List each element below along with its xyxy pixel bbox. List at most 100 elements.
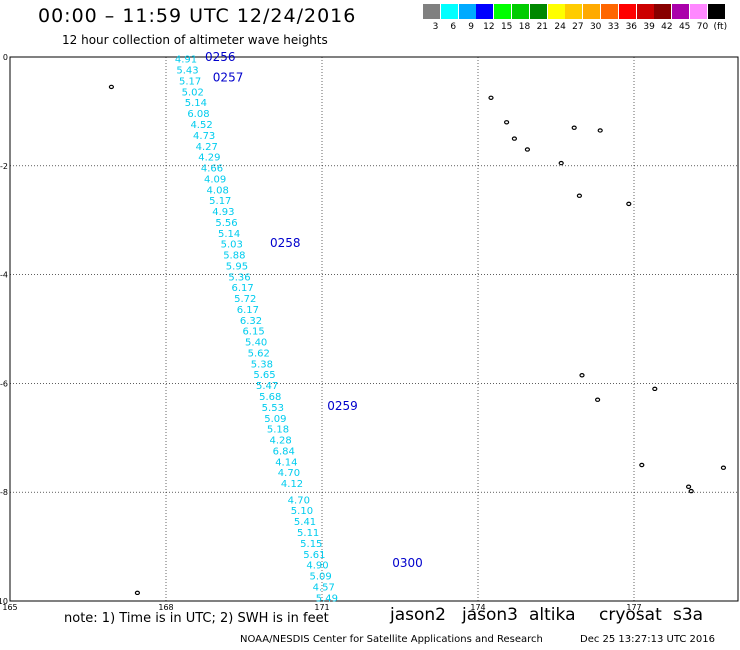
generation-timestamp: Dec 25 13:27:13 UTC 2016 [580,634,715,645]
island-outline [597,128,603,133]
scale-swatch [654,4,672,19]
scale-label: 27 [572,22,584,32]
island-outline [108,84,115,90]
map-subtitle: 12 hour collection of altimeter wave hei… [62,33,328,47]
scale-swatch [476,4,494,19]
island-outline [504,120,510,125]
scale-swatch [601,4,618,19]
wave-height-label: 4.93 [212,207,234,218]
island-outline [579,373,585,378]
wave-height-label: 5.02 [182,87,204,98]
lon-tick-label: 177 [626,603,641,612]
wave-height-label: 6.17 [237,305,259,316]
scale-label: 36 [625,22,638,32]
wave-height-label: 4.70 [288,495,310,506]
pass-time-label: 0259 [327,399,358,413]
island-outline [720,465,727,470]
wave-height-label: 4.66 [201,164,223,175]
scale-label: 42 [661,22,673,32]
island-outline [134,590,140,596]
wave-height-label: 4.90 [306,561,328,572]
map-title: 00:00 – 11:59 UTC 12/24/2016 [38,5,357,27]
scale-swatch [458,4,476,19]
pass-time-label: 0258 [270,236,301,250]
wave-height-label: 5.15 [300,539,322,550]
wave-height-label: 5.72 [234,294,256,305]
wave-height-label: 5.11 [297,528,319,539]
scale-label: 45 [678,22,691,32]
wave-height-label: 4.09 [204,174,226,185]
scale-swatch [565,4,583,19]
island-outline [626,201,632,207]
lat-tick-label: -8 [0,488,8,497]
scale-swatch [494,4,512,19]
wave-height-label: 6.08 [187,109,209,120]
scale-label: 33 [607,22,620,32]
island-outline [488,95,494,101]
scale-swatch [547,4,565,19]
scale-label: 6 [450,22,457,32]
wave-height-label: 5.40 [245,338,267,349]
lon-tick-label: 168 [158,603,173,612]
scale-label: 21 [536,22,549,32]
wave-height-label: 4.28 [269,436,291,447]
wave-height-label: 5.41 [294,517,316,528]
wave-height-label: 6.32 [240,316,262,327]
wave-height-label: 5.14 [185,98,207,109]
wave-height-label: 5.36 [228,272,250,283]
scale-label: 39 [643,22,655,32]
wave-height-label: 5.10 [291,506,313,517]
scale-swatch [690,4,707,19]
scale-swatch [529,4,547,19]
island-outline [688,488,694,494]
wave-height-label: 4.29 [198,153,220,164]
wave-height-label: 5.09 [264,414,286,425]
island-outline [571,125,577,130]
scale-label: 30 [589,22,602,32]
scale-label: 15 [500,22,513,32]
pass-time-label: 0256 [205,50,236,64]
scale-label: 12 [483,22,495,32]
island-outline [639,462,645,468]
island-outline [576,193,583,198]
wave-height-label: 5.47 [256,381,278,392]
wave-height-label: 5.62 [248,348,270,359]
wave-height-label: 5.65 [253,370,275,381]
scale-swatch [636,4,654,19]
wave-height-label: 5.14 [218,229,240,240]
wave-height-label: 5.17 [179,76,201,87]
island-outline [685,484,692,489]
wave-height-label: 4.52 [190,120,212,131]
lon-tick-label: 165 [2,603,17,612]
pass-time-label: 0300 [392,556,423,570]
wave-height-label: 5.61 [303,550,325,561]
sat-jason3: jason3 [462,605,518,625]
wave-height-label: 5.88 [223,251,245,262]
scale-label: 3 [432,22,439,32]
sat-jason2: jason2 [390,605,446,625]
wave-height-label: 5.09 [310,572,332,583]
wave-height-label: 5.53 [262,403,284,414]
wave-height-label: 4.57 [313,582,335,593]
wave-height-label: 5.49 [316,593,338,604]
sat-s3a: s3a [673,605,704,625]
wave-height-label: 5.03 [221,240,243,251]
pass-time-label: 0257 [213,71,244,85]
wave-height-label: 6.84 [273,446,295,457]
lat-tick-label: 0 [3,53,8,62]
wave-height-label: 5.43 [176,66,198,77]
scale-swatch [583,4,601,19]
scale-swatch [423,4,440,19]
wave-height-label: 5.38 [251,359,273,370]
lat-tick-label: -6 [0,379,8,388]
map-frame [9,56,739,602]
wave-height-label: 6.15 [242,327,264,338]
wave-height-label: 4.91 [175,55,197,66]
lat-tick-label: -2 [0,162,8,171]
island-outline [524,147,531,152]
wave-height-label: 6.17 [232,283,254,294]
sat-altika: altika [529,605,576,625]
scale-swatch [672,4,690,19]
wave-height-label: 4.12 [281,479,303,490]
